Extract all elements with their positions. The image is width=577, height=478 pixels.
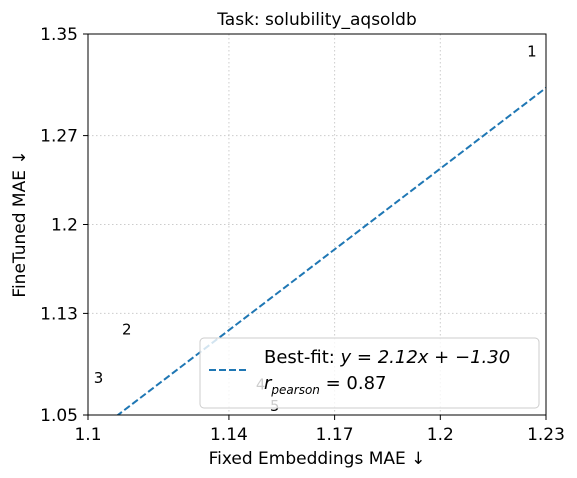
x-tick-label: 1.2 [427,425,454,445]
y-tick-label: 1.2 [51,216,78,236]
x-tick-label: 1.14 [210,425,248,445]
y-axis-label: FineTuned MAE ↓ [10,150,30,297]
legend-fit-entry: Best-fit: y = 2.12x + −1.30 [264,347,510,368]
legend-pearson-entry: rpearson = 0.87 [264,373,387,397]
legend-r-symbol: r [264,373,273,394]
legend-box [199,337,540,409]
y-tick-label: 1.13 [40,304,78,324]
y-tick-label: 1.27 [40,127,78,147]
point-label: 3 [94,369,104,387]
point-label: 1 [527,43,537,61]
legend-r-subscript: pearson [270,383,320,397]
x-axis-ticks: 1.1 1.14 1.17 1.2 1.23 [74,415,565,445]
x-tick-label: 1.23 [527,425,565,445]
x-tick-label: 1.1 [74,425,101,445]
legend: Best-fit: y = 2.12x + −1.30 rpearson = 0… [199,337,540,409]
y-tick-label: 1.35 [40,25,78,45]
point-label: 2 [122,321,132,339]
x-axis-label: Fixed Embeddings MAE ↓ [209,449,426,469]
legend-fit-prefix: Best-fit: [264,347,341,368]
y-axis-ticks: 1.05 1.13 1.2 1.27 1.35 [40,25,88,426]
best-fit-line [116,86,546,415]
legend-fit-equation: y = 2.12x + −1.30 [340,347,511,368]
legend-r-value: = 0.87 [320,373,387,394]
fit-line-layer [116,86,546,415]
y-tick-label: 1.05 [40,406,78,426]
chart-title: Task: solubility_aqsoldb [216,10,417,30]
x-tick-label: 1.17 [316,425,354,445]
